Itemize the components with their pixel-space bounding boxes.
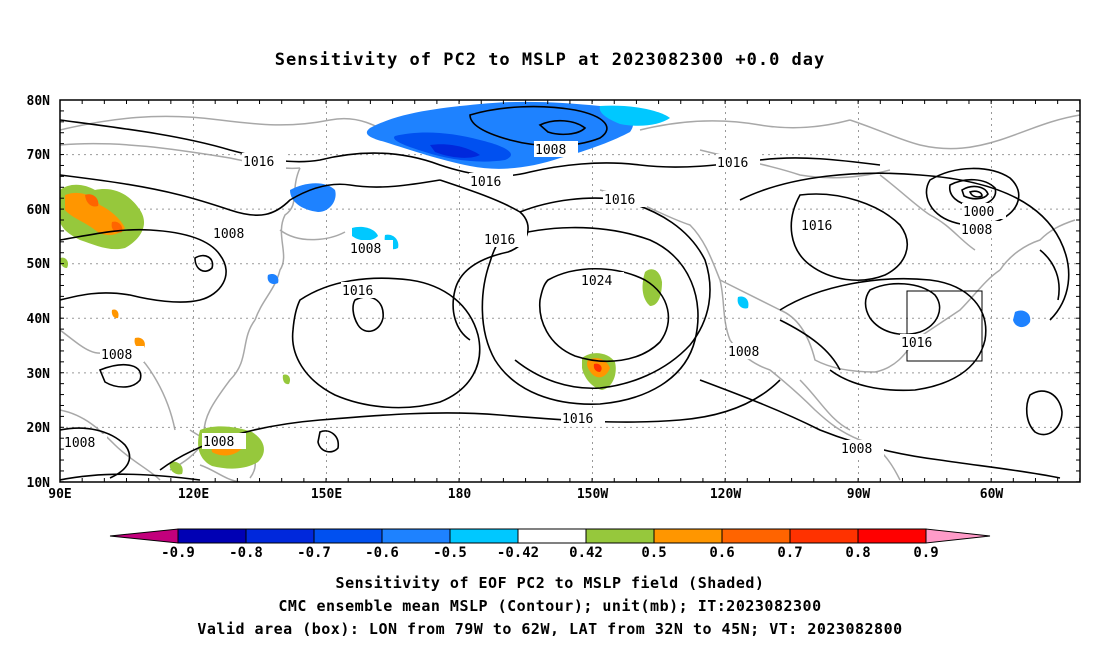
colorbar: [109, 528, 991, 544]
lon-label: 90E: [48, 487, 71, 502]
latitude-labels: 80N 70N 60N 50N 40N 30N 20N 10N: [27, 94, 51, 491]
colorbar-bin: [313, 528, 383, 544]
colorbar-label: 0.8: [845, 545, 870, 561]
colorbar-bin: [177, 528, 247, 544]
lat-label: 60N: [27, 203, 51, 218]
contour-label: 1008: [728, 345, 759, 360]
colorbar-arrow-low: [109, 528, 179, 544]
contour-label: 1008: [64, 436, 95, 451]
caption-contour: CMC ensemble mean MSLP (Contour); unit(m…: [278, 597, 822, 615]
colorbar-label: -0.6: [365, 545, 399, 561]
lon-label: 60W: [980, 487, 1004, 502]
lon-label: 120W: [710, 487, 741, 502]
contour-label: 1016: [717, 156, 748, 171]
colorbar-tick-labels: -0.9 -0.8 -0.7 -0.6 -0.5 -0.42 0.42 0.5 …: [161, 545, 939, 561]
contour-label: 1008: [961, 223, 992, 238]
contour-label: 1016: [484, 233, 515, 248]
contour-label: 1008: [203, 435, 234, 450]
colorbar-label: -0.42: [497, 545, 539, 561]
lon-label: 90W: [847, 487, 871, 502]
colorbar-label: 0.6: [709, 545, 734, 561]
colorbar-bin: [245, 528, 315, 544]
contour-label: 1016: [562, 412, 593, 427]
lat-label: 70N: [27, 148, 51, 163]
colorbar-label: 0.9: [913, 545, 938, 561]
colorbar-label: 0.7: [777, 545, 802, 561]
lon-label: 150W: [577, 487, 608, 502]
valid-area-box: [906, 290, 983, 362]
lat-lon-grid: [60, 100, 1080, 482]
caption-shading: Sensitivity of EOF PC2 to MSLP field (Sh…: [335, 574, 765, 592]
longitude-labels: 90E 120E 150E 180 150W 120W 90W 60W: [48, 487, 1003, 502]
contour-label: 1016: [801, 219, 832, 234]
colorbar-bin: [653, 528, 723, 544]
colorbar-label: -0.7: [297, 545, 331, 561]
colorbar-label: 0.5: [641, 545, 666, 561]
colorbar-bin: [449, 528, 519, 544]
colorbar-bin: [721, 528, 791, 544]
contour-label: 1016: [243, 155, 274, 170]
colorbar-arrow-high: [925, 528, 991, 544]
lon-label: 150E: [311, 487, 342, 502]
contour-label: 1008: [535, 143, 566, 158]
lat-label: 50N: [27, 257, 51, 272]
lat-label: 20N: [27, 421, 51, 436]
contour-label: 1008: [841, 442, 872, 457]
colorbar-bin: [789, 528, 859, 544]
lat-label: 10N: [27, 476, 51, 491]
lat-label: 40N: [27, 312, 51, 327]
caption-valid-area: Valid area (box): LON from 79W to 62W, L…: [197, 620, 903, 638]
lat-label: 80N: [27, 94, 51, 109]
chart-title: Sensitivity of PC2 to MSLP at 2023082300…: [274, 50, 826, 70]
contour-label: 1016: [604, 193, 635, 208]
contour-label: 1008: [213, 227, 244, 242]
colorbar-bin: [381, 528, 451, 544]
contour-label: 1000: [963, 205, 994, 220]
colorbar-label: -0.5: [433, 545, 467, 561]
contour-label: 1024: [581, 274, 612, 289]
colorbar-bin: [857, 528, 927, 544]
colorbar-label: -0.9: [161, 545, 195, 561]
colorbar-label: 0.42: [569, 545, 603, 561]
lat-label: 30N: [27, 367, 51, 382]
colorbar-label: -0.8: [229, 545, 263, 561]
colorbar-bin: [585, 528, 655, 544]
contour-label: 1008: [350, 242, 381, 257]
colorbar-bin: [517, 528, 587, 544]
contour-labels: 1016 1016 1016 1016 1016 1016 1016 1008 …: [63, 141, 1006, 457]
lon-label: 180: [448, 487, 472, 502]
contour-label: 1016: [342, 284, 373, 299]
contour-label: 1016: [470, 175, 501, 190]
contour-label: 1008: [101, 348, 132, 363]
axis-ticks: [59, 99, 1081, 483]
lon-label: 120E: [178, 487, 209, 502]
contour-label: 1016: [901, 336, 932, 351]
